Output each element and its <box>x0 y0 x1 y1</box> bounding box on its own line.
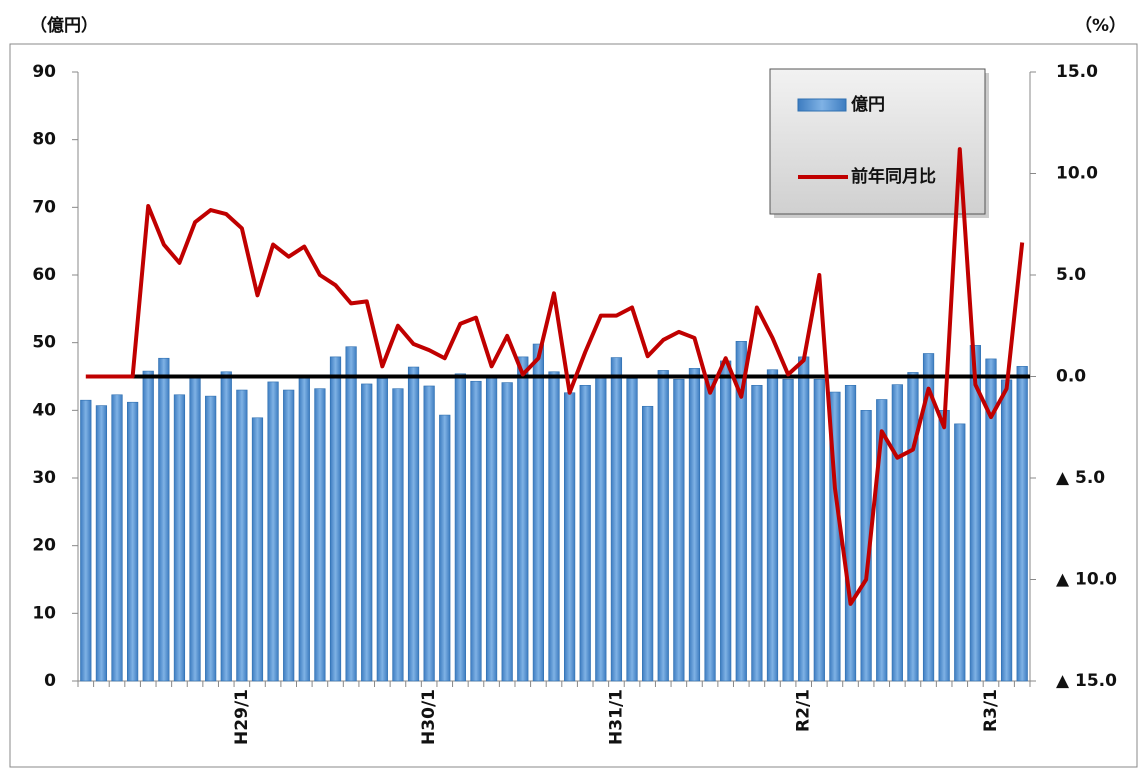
bar <box>267 381 279 682</box>
bar <box>220 371 232 682</box>
bar <box>283 389 295 682</box>
bar <box>720 360 732 682</box>
bar <box>485 376 498 682</box>
bar <box>938 410 950 682</box>
bar <box>751 384 763 682</box>
legend-swatch <box>797 98 847 112</box>
bar <box>579 384 591 682</box>
y-tick-label: 70 <box>32 197 56 217</box>
bar <box>501 382 513 682</box>
line <box>85 147 1025 606</box>
y-tick-label: 80 <box>32 130 56 150</box>
legend-label: 億円 <box>851 94 885 115</box>
bar <box>314 388 326 682</box>
bar <box>782 378 794 682</box>
y-tick-label: 50 <box>32 333 56 353</box>
bar <box>798 356 810 682</box>
y-tick-label: 40 <box>32 400 56 420</box>
bar <box>813 378 825 682</box>
bar <box>423 385 435 682</box>
bar <box>454 373 466 682</box>
bar <box>127 401 139 682</box>
bar <box>142 370 154 682</box>
bar <box>564 392 576 682</box>
bar <box>95 405 108 682</box>
chart-border <box>9 43 1138 768</box>
bar <box>548 371 560 682</box>
legend-label: 前年同月比 <box>851 166 936 187</box>
bar <box>642 405 654 682</box>
bar <box>361 383 373 682</box>
x-tick-label: R3/1 <box>981 689 1001 732</box>
bar <box>532 343 544 682</box>
bar <box>673 378 685 682</box>
bar <box>922 353 935 682</box>
bar <box>517 356 529 682</box>
y2-axis-title: （%） <box>1075 15 1126 36</box>
bar <box>907 372 919 682</box>
bar <box>595 376 607 682</box>
y2-tick-label: ▲ 5.0 <box>1056 468 1105 488</box>
bar <box>80 399 92 682</box>
y-tick-label: 60 <box>32 265 56 285</box>
y-tick-label: 10 <box>32 603 56 623</box>
bar <box>1000 379 1013 682</box>
bar <box>376 378 388 682</box>
y2-tick-label: ▲ 10.0 <box>1056 570 1117 590</box>
y2-tick-label: ▲ 15.0 <box>1056 671 1117 691</box>
bar <box>657 370 669 682</box>
y2-tick-label: 10.0 <box>1056 164 1098 184</box>
y-tick-label: 0 <box>44 671 56 691</box>
bar <box>891 384 903 682</box>
bar <box>251 417 264 682</box>
bar <box>610 357 623 682</box>
bar <box>470 380 482 682</box>
y-tick-label: 20 <box>32 536 56 556</box>
bar <box>704 378 716 682</box>
bar <box>189 377 201 682</box>
bar <box>766 369 779 682</box>
bar <box>111 394 123 682</box>
bar <box>735 341 747 682</box>
y2-tick-label: 0.0 <box>1056 367 1086 387</box>
legend-box <box>769 68 986 215</box>
bar <box>329 356 342 682</box>
bar <box>1016 366 1028 682</box>
bar <box>985 358 997 682</box>
bar <box>236 389 248 682</box>
x-tick-label: H29/1 <box>232 689 252 745</box>
bar <box>688 368 701 682</box>
bar <box>205 395 217 682</box>
x-tick-label: H31/1 <box>606 689 626 745</box>
bar <box>844 384 857 682</box>
y-axis-title: （億円） <box>30 15 98 36</box>
y-tick-label: 30 <box>32 468 56 488</box>
x-tick-label: H30/1 <box>419 689 439 745</box>
bar <box>392 388 404 682</box>
y2-tick-label: 5.0 <box>1056 265 1086 285</box>
bar <box>298 376 310 682</box>
bar <box>439 414 451 682</box>
bar <box>158 357 170 682</box>
x-tick-label: R2/1 <box>794 689 814 732</box>
bar <box>954 423 966 682</box>
y-tick-label: 90 <box>32 62 56 82</box>
bar <box>876 399 888 682</box>
bar <box>173 394 186 682</box>
y2-tick-label: 15.0 <box>1056 62 1098 82</box>
bar <box>345 346 357 682</box>
bar <box>626 378 638 682</box>
bar <box>969 345 981 682</box>
bar <box>407 366 420 682</box>
